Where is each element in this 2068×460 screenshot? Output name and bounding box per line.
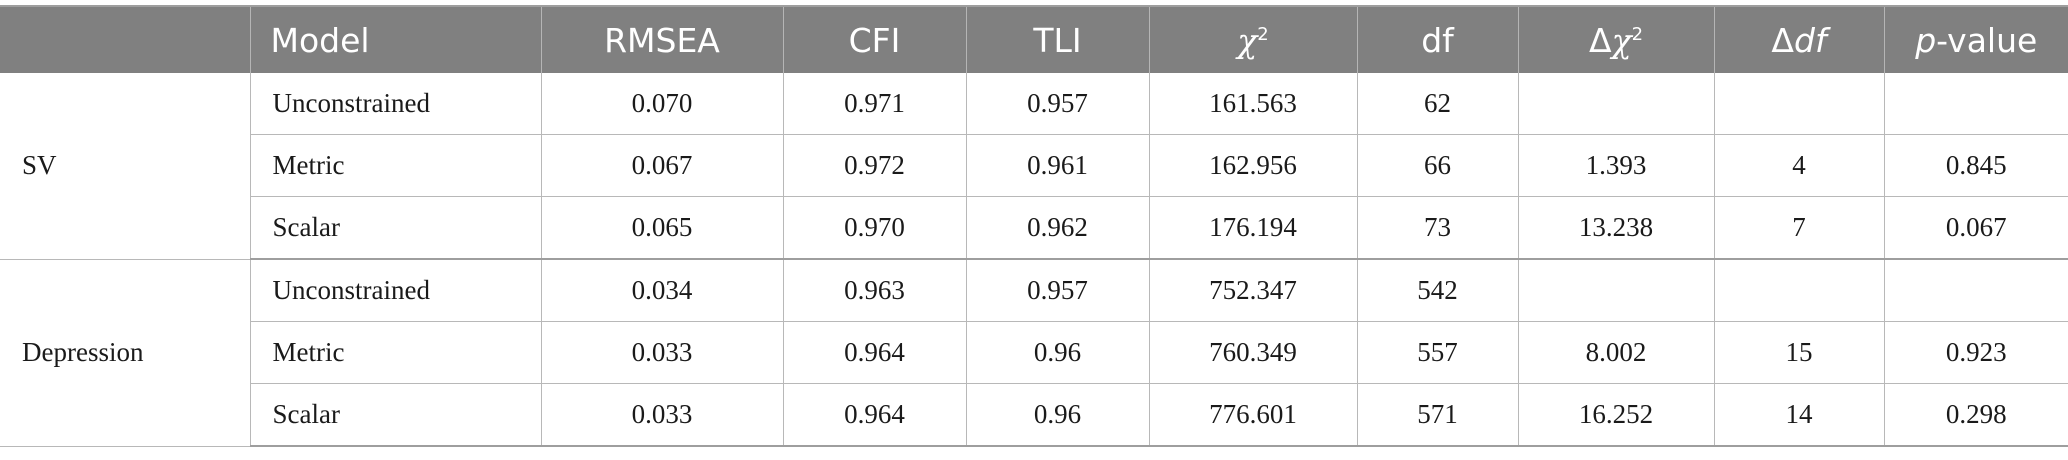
chi-square-cell: 161.563 xyxy=(1149,73,1358,135)
model-cell: Unconstrained xyxy=(250,73,542,135)
df-cell: 571 xyxy=(1357,383,1519,447)
df-italic: df xyxy=(1794,20,1827,60)
table-row: Metric 0.067 0.972 0.961 162.956 66 1.39… xyxy=(0,134,2068,197)
df-cell: 542 xyxy=(1357,259,1519,322)
header-tli: TLI xyxy=(966,6,1150,73)
chi-square-cell: 162.956 xyxy=(1149,134,1358,197)
delta-df-cell: 7 xyxy=(1714,196,1885,260)
chi-symbol: χ xyxy=(1611,20,1632,60)
delta-df-cell xyxy=(1714,259,1885,322)
delta-symbol: Δ xyxy=(1771,20,1794,60)
group-label: SV xyxy=(0,73,251,260)
model-cell: Unconstrained xyxy=(250,259,542,322)
table-row: Scalar 0.033 0.964 0.96 776.601 571 16.2… xyxy=(0,383,2068,447)
delta-chi-square-cell xyxy=(1518,73,1715,135)
model-cell: Scalar xyxy=(250,196,542,260)
p-value-cell xyxy=(1884,73,2068,135)
delta-df-cell: 14 xyxy=(1714,383,1885,447)
rmsea-cell: 0.034 xyxy=(541,259,784,322)
model-cell: Metric xyxy=(250,321,542,384)
delta-symbol: Δ xyxy=(1588,20,1612,60)
rmsea-cell: 0.033 xyxy=(541,383,784,447)
header-df: df xyxy=(1357,6,1519,73)
table-row: Depression Unconstrained 0.034 0.963 0.9… xyxy=(0,259,2068,447)
df-cell: 557 xyxy=(1357,321,1519,384)
model-cell: Scalar xyxy=(250,383,542,447)
delta-df-cell xyxy=(1714,73,1885,135)
model-fit-table: Model RMSEA CFI TLI χ2 df Δχ2 Δdf p-valu… xyxy=(0,5,2068,447)
df-cell: 73 xyxy=(1357,196,1519,260)
chi-superscript: 2 xyxy=(1631,23,1644,45)
cfi-cell: 0.972 xyxy=(783,134,967,197)
tli-cell: 0.96 xyxy=(966,383,1150,447)
delta-chi-square-cell: 13.238 xyxy=(1518,196,1715,260)
cfi-cell: 0.971 xyxy=(783,73,967,135)
df-cell: 66 xyxy=(1357,134,1519,197)
tli-cell: 0.957 xyxy=(966,73,1150,135)
rmsea-cell: 0.065 xyxy=(541,196,784,260)
p-value-cell: 0.067 xyxy=(1884,196,2068,260)
p-value-suffix: -value xyxy=(1936,20,2038,60)
chi-square-cell: 760.349 xyxy=(1149,321,1358,384)
table-row: Scalar 0.065 0.970 0.962 176.194 73 13.2… xyxy=(0,196,2068,260)
p-italic: p xyxy=(1915,20,1937,60)
delta-chi-square-cell: 16.252 xyxy=(1518,383,1715,447)
df-cell: 62 xyxy=(1357,73,1519,135)
rmsea-cell: 0.067 xyxy=(541,134,784,197)
header-group xyxy=(0,6,251,73)
p-value-cell: 0.298 xyxy=(1884,383,2068,447)
header-delta-chi-square: Δχ2 xyxy=(1518,6,1715,73)
chi-square-cell: 176.194 xyxy=(1149,196,1358,260)
chi-square-cell: 752.347 xyxy=(1149,259,1358,322)
chi-superscript: 2 xyxy=(1257,23,1269,45)
header-cfi: CFI xyxy=(783,6,967,73)
cfi-cell: 0.963 xyxy=(783,259,967,322)
header-p-value: p-value xyxy=(1884,6,2068,73)
header-delta-df: Δdf xyxy=(1714,6,1885,73)
header-chi-square: χ2 xyxy=(1149,6,1358,73)
delta-chi-square-cell: 8.002 xyxy=(1518,321,1715,384)
table-row: Metric 0.033 0.964 0.96 760.349 557 8.00… xyxy=(0,321,2068,384)
header-row: Model RMSEA CFI TLI χ2 df Δχ2 Δdf p-valu… xyxy=(0,6,2068,73)
p-value-cell: 0.923 xyxy=(1884,321,2068,384)
group-label: Depression xyxy=(0,259,251,447)
delta-df-cell: 15 xyxy=(1714,321,1885,384)
cfi-cell: 0.970 xyxy=(783,196,967,260)
p-value-cell xyxy=(1884,259,2068,322)
cfi-cell: 0.964 xyxy=(783,383,967,447)
tli-cell: 0.957 xyxy=(966,259,1150,322)
model-cell: Metric xyxy=(250,134,542,197)
tli-cell: 0.962 xyxy=(966,196,1150,260)
chi-symbol: χ xyxy=(1237,20,1258,60)
delta-chi-square-cell: 1.393 xyxy=(1518,134,1715,197)
cfi-cell: 0.964 xyxy=(783,321,967,384)
tli-cell: 0.961 xyxy=(966,134,1150,197)
rmsea-cell: 0.070 xyxy=(541,73,784,135)
table-row: SV Unconstrained 0.070 0.971 0.957 161.5… xyxy=(0,73,2068,260)
delta-df-cell: 4 xyxy=(1714,134,1885,197)
rmsea-cell: 0.033 xyxy=(541,321,784,384)
delta-chi-square-cell xyxy=(1518,259,1715,322)
header-rmsea: RMSEA xyxy=(541,6,784,73)
chi-square-cell: 776.601 xyxy=(1149,383,1358,447)
tli-cell: 0.96 xyxy=(966,321,1150,384)
header-model: Model xyxy=(250,6,542,73)
p-value-cell: 0.845 xyxy=(1884,134,2068,197)
